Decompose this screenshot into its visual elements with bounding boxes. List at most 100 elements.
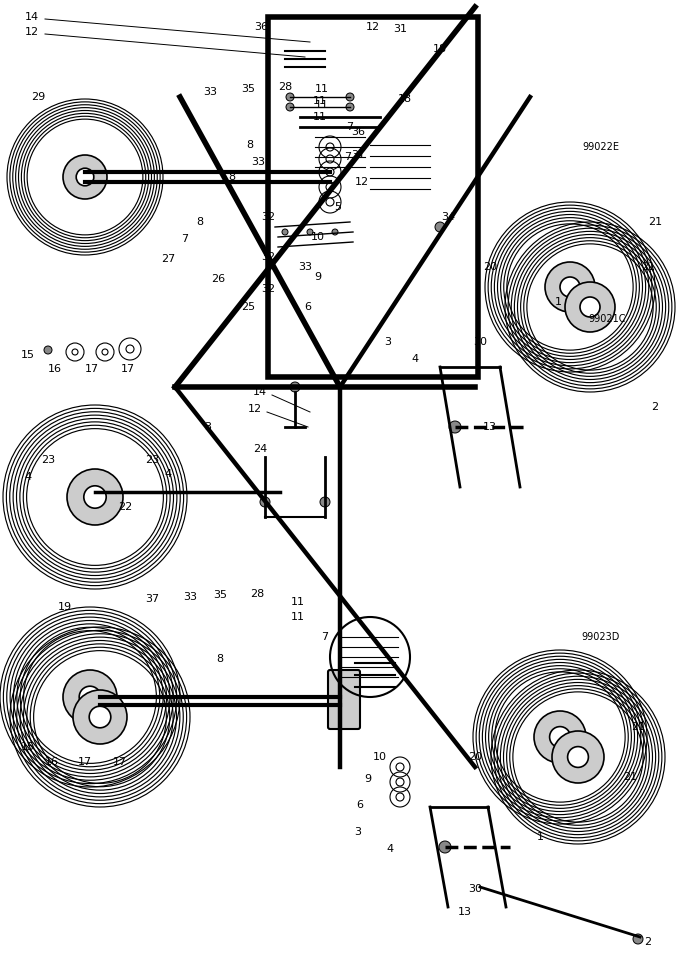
Text: 26: 26 — [211, 274, 225, 284]
Text: 99022E: 99022E — [582, 142, 619, 152]
Circle shape — [76, 168, 94, 186]
Circle shape — [633, 934, 643, 944]
Text: 12: 12 — [248, 404, 262, 414]
Circle shape — [84, 485, 106, 509]
Text: 29: 29 — [31, 92, 45, 102]
Circle shape — [63, 155, 107, 199]
FancyBboxPatch shape — [268, 17, 478, 377]
Text: 17: 17 — [121, 364, 135, 374]
Text: 23: 23 — [41, 455, 55, 465]
Circle shape — [63, 670, 117, 724]
Text: 99023D: 99023D — [581, 632, 619, 642]
Text: 32: 32 — [261, 212, 275, 222]
Circle shape — [396, 778, 404, 786]
Text: 31: 31 — [351, 150, 365, 160]
Text: 24: 24 — [253, 444, 267, 454]
Text: 28: 28 — [250, 589, 264, 599]
Text: 7: 7 — [346, 122, 354, 132]
Text: 27: 27 — [161, 254, 175, 264]
Text: 15: 15 — [21, 350, 35, 360]
Text: 2: 2 — [645, 937, 651, 947]
Text: 33: 33 — [183, 592, 197, 602]
Text: 11: 11 — [291, 597, 305, 607]
Text: 99021C: 99021C — [588, 314, 626, 324]
Text: 14: 14 — [25, 12, 39, 22]
Circle shape — [288, 323, 296, 331]
Text: 21: 21 — [631, 722, 645, 732]
Text: 17: 17 — [113, 757, 127, 767]
Text: 10: 10 — [373, 752, 387, 762]
Text: 32: 32 — [261, 252, 275, 262]
Text: 37: 37 — [145, 594, 159, 604]
Text: 32: 32 — [261, 284, 275, 294]
Circle shape — [396, 793, 404, 801]
Text: 3: 3 — [205, 422, 211, 432]
Circle shape — [288, 308, 296, 316]
Text: 11: 11 — [315, 84, 329, 94]
Circle shape — [260, 497, 270, 507]
Circle shape — [326, 168, 334, 176]
Text: 22: 22 — [118, 502, 132, 512]
Text: 20: 20 — [483, 262, 497, 272]
Circle shape — [439, 841, 451, 853]
Text: 4: 4 — [386, 844, 394, 854]
Text: 36: 36 — [254, 22, 268, 32]
Text: 6: 6 — [305, 302, 311, 312]
Circle shape — [72, 349, 78, 355]
Circle shape — [332, 229, 338, 235]
Text: 8: 8 — [228, 172, 235, 182]
Text: 35: 35 — [213, 590, 227, 600]
Circle shape — [568, 747, 588, 768]
Circle shape — [102, 349, 108, 355]
Circle shape — [320, 497, 330, 507]
Circle shape — [580, 297, 600, 317]
Text: 21: 21 — [648, 217, 662, 227]
Text: 30: 30 — [473, 337, 487, 347]
Text: 5: 5 — [335, 202, 341, 212]
Text: 20: 20 — [468, 752, 482, 762]
FancyBboxPatch shape — [378, 185, 462, 239]
Text: 7: 7 — [322, 632, 328, 642]
Text: 2: 2 — [651, 402, 658, 412]
Text: 17: 17 — [78, 757, 92, 767]
Text: 23: 23 — [145, 455, 159, 465]
Text: 16: 16 — [48, 364, 62, 374]
Circle shape — [290, 382, 300, 392]
Text: 8: 8 — [197, 217, 203, 227]
Text: 1: 1 — [554, 297, 562, 307]
Text: 17: 17 — [85, 364, 99, 374]
Circle shape — [326, 183, 334, 191]
Circle shape — [326, 155, 334, 163]
Circle shape — [126, 345, 134, 353]
Text: 13: 13 — [458, 907, 472, 917]
Circle shape — [286, 103, 294, 111]
Text: 15: 15 — [21, 742, 35, 752]
Text: 4: 4 — [165, 469, 171, 479]
Circle shape — [565, 282, 615, 332]
Text: 33: 33 — [203, 87, 217, 97]
Text: 33: 33 — [251, 157, 265, 167]
Text: 11: 11 — [313, 96, 327, 106]
Text: 14: 14 — [253, 387, 267, 397]
Circle shape — [396, 763, 404, 771]
Text: 3: 3 — [384, 337, 392, 347]
Text: 34: 34 — [441, 212, 455, 222]
Circle shape — [307, 229, 313, 235]
Text: 10: 10 — [311, 232, 325, 242]
Circle shape — [79, 687, 101, 708]
Text: 11: 11 — [315, 100, 329, 110]
Circle shape — [534, 711, 586, 763]
Text: 6: 6 — [356, 800, 364, 810]
Circle shape — [288, 343, 296, 351]
Text: 25: 25 — [241, 302, 255, 312]
Circle shape — [326, 143, 334, 151]
Text: 1: 1 — [537, 832, 543, 842]
Text: 16: 16 — [45, 757, 59, 767]
Text: 7: 7 — [182, 234, 188, 244]
Text: 9: 9 — [314, 272, 322, 282]
Text: 12: 12 — [25, 27, 39, 37]
Circle shape — [282, 229, 288, 235]
Text: 30: 30 — [468, 884, 482, 894]
Text: 12: 12 — [366, 22, 380, 32]
Circle shape — [89, 706, 111, 728]
